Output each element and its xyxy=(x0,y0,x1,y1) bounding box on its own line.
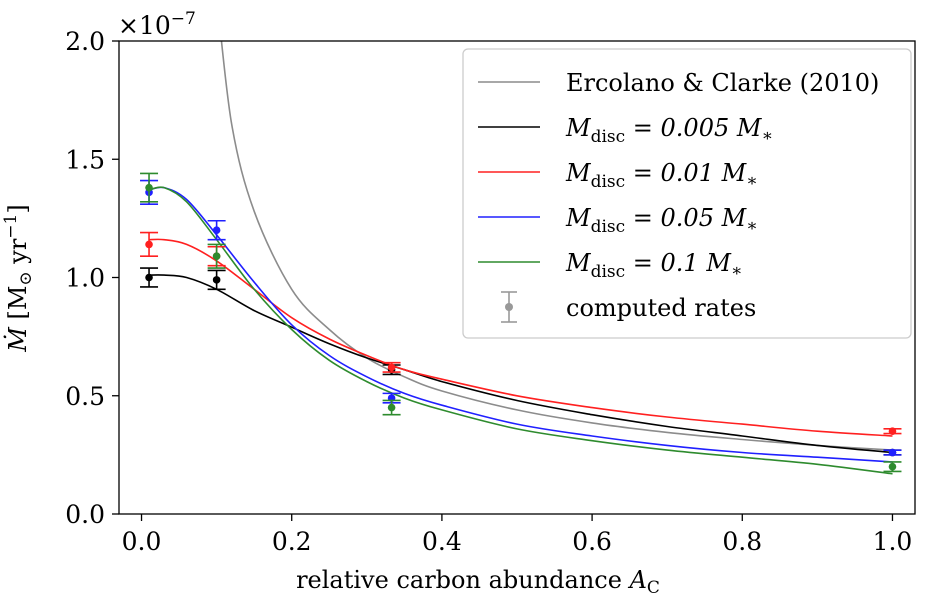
series-line-mdisc-01 xyxy=(148,186,893,475)
data-point-mdisc-001 xyxy=(140,231,159,258)
x-tick-label: 1.0 xyxy=(873,527,913,556)
legend-label-mdisc-005: Mdisc = 0.05 M∗ xyxy=(565,204,758,237)
legend-box xyxy=(462,48,912,339)
chart-marks xyxy=(140,41,902,475)
y-tick-label: 2.0 xyxy=(65,27,105,56)
legend-label-mdisc-001: Mdisc = 0.01 M∗ xyxy=(565,159,758,192)
data-point-mdisc-005 xyxy=(883,448,902,457)
data-point-mdisc-0005 xyxy=(140,267,159,288)
y-tick-label: 0.5 xyxy=(65,382,105,411)
curves xyxy=(148,41,893,475)
y-axis-title: Ṁ [M⊙ yr−1] xyxy=(1,204,36,353)
series-line-mdisc-001 xyxy=(148,238,893,437)
x-tick-label: 0.4 xyxy=(422,527,462,556)
legend-marker-computed-rates xyxy=(501,291,517,323)
data-point-mdisc-01 xyxy=(382,399,401,416)
data-point-mdisc-01 xyxy=(207,243,226,269)
legend-label-computed-rates: computed rates xyxy=(566,294,756,322)
data-point-mdisc-001 xyxy=(883,427,902,436)
y-tick-label: 1.0 xyxy=(65,264,105,293)
series-line-mdisc-005 xyxy=(148,186,893,463)
x-axis-title: relative carbon abundance AC xyxy=(296,566,660,598)
x-tick-label: 0.2 xyxy=(272,527,312,556)
data-point-mdisc-01 xyxy=(140,172,159,203)
y-tick-label: 0.0 xyxy=(65,500,105,529)
x-tick-label: 0.6 xyxy=(572,527,612,556)
legend-label-mdisc-01: Mdisc = 0.1 M∗ xyxy=(565,249,742,282)
legend-label-mdisc-0005: Mdisc = 0.005 M∗ xyxy=(565,114,773,147)
x-tick-label: 0.8 xyxy=(722,527,762,556)
data-point-mdisc-01 xyxy=(883,461,902,473)
series-line-ercolano-clarke xyxy=(220,41,893,451)
x-tick-label: 0.0 xyxy=(122,527,162,556)
axis-ticks: 0.0 0.2 0.4 0.6 0.8 1.0 0.0 0.5 1.0 1.5 2.0 xyxy=(65,27,912,556)
data-point-mdisc-001 xyxy=(382,361,401,373)
legend-label-ercolano: Ercolano & Clarke (2010) xyxy=(566,69,879,97)
y-tick-label: 1.5 xyxy=(65,145,105,174)
data-point-mdisc-0005 xyxy=(207,269,226,291)
legend: Ercolano & Clarke (2010) Mdisc = 0.005 M… xyxy=(462,48,912,339)
y-axis-multiplier: ×10−7 xyxy=(118,9,196,40)
data-point-mdisc-005 xyxy=(207,219,226,241)
